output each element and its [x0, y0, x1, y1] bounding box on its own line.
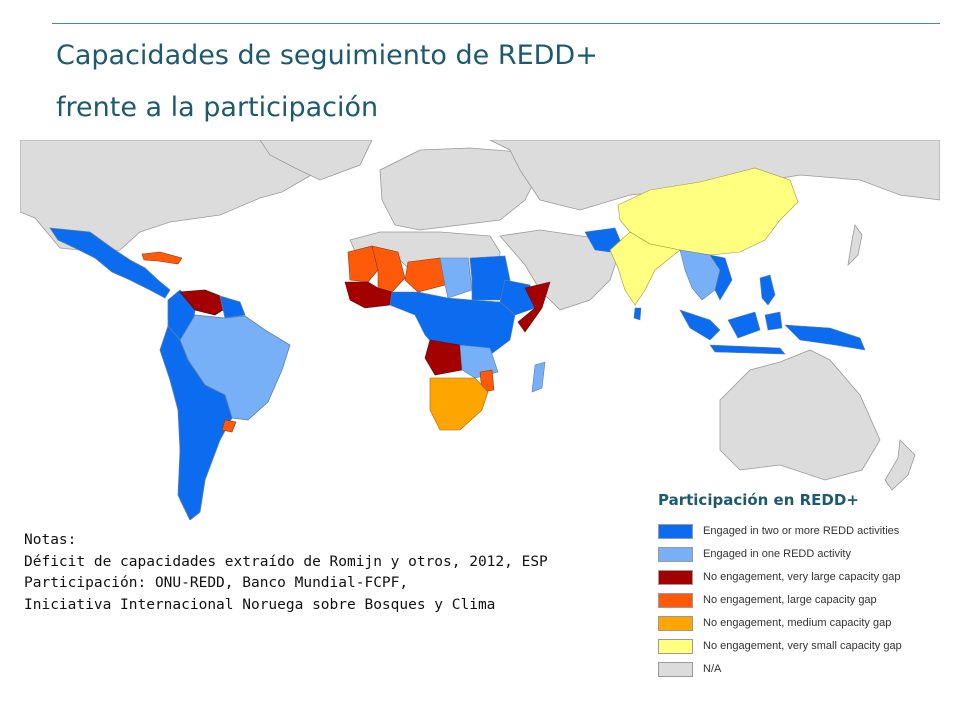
legend-label: No engagement, large capacity gap — [703, 594, 877, 606]
australia-land — [719, 349, 881, 481]
andes-countries — [159, 325, 233, 520]
title-line-1: Capacidades de seguimiento de REDD+ — [56, 40, 598, 71]
legend-swatch — [658, 639, 693, 654]
europe-land — [379, 147, 541, 231]
niger — [404, 257, 446, 293]
legend-swatch — [658, 616, 693, 631]
legend-label: No engagement, very large capacity gap — [703, 571, 901, 583]
legend-swatch — [658, 593, 693, 608]
world-map — [20, 140, 940, 520]
legend-label: No engagement, medium capacity gap — [703, 617, 892, 629]
vietnam-laos — [709, 254, 733, 301]
cuba — [141, 251, 183, 265]
sudan — [469, 255, 511, 301]
uruguay — [221, 419, 237, 433]
slide-title: Capacidades de seguimiento de REDD+ fren… — [56, 30, 598, 134]
central-africa — [389, 291, 516, 359]
notes-line: Déficit de capacidades extraído de Romij… — [24, 553, 548, 570]
angola — [424, 339, 463, 376]
india — [609, 231, 681, 306]
notes-block: Notas: Déficit de capacidades extraído d… — [24, 530, 624, 616]
legend-label: Engaged in one REDD activity — [703, 548, 851, 560]
legend-swatch — [658, 547, 693, 562]
philippines — [759, 274, 776, 306]
legend-label: Engaged in two or more REDD activities — [703, 525, 900, 537]
japan-land — [847, 224, 863, 267]
legend-swatch — [658, 570, 693, 585]
middle-east-land — [499, 229, 621, 311]
mexico-central-america — [49, 227, 171, 299]
guianas — [219, 295, 246, 319]
world-map-svg — [20, 140, 940, 520]
greenland-land — [259, 140, 373, 181]
notes-heading: Notas: — [24, 532, 77, 548]
indonesia-png — [679, 309, 866, 355]
title-rule — [52, 23, 940, 24]
legend-swatch — [658, 662, 693, 677]
legend-label: N/A — [703, 663, 722, 675]
legend-swatch — [658, 524, 693, 539]
madagascar — [531, 361, 546, 393]
mauritania — [347, 245, 379, 283]
legend-title: Participación en REDD+ — [658, 491, 859, 509]
sri-lanka — [633, 307, 642, 321]
title-line-2: frente a la participación — [56, 92, 379, 123]
southern-africa — [429, 377, 489, 431]
chad-sudan — [439, 257, 473, 299]
somalia — [517, 281, 551, 333]
new-zealand-land — [884, 439, 916, 491]
map-legend: Engaged in two or more REDD activities E… — [646, 516, 940, 680]
notes-line: Participación: ONU-REDD, Banco Mundial-F… — [24, 575, 409, 591]
notes-line: Iniciativa Internacional Noruega sobre B… — [24, 596, 496, 613]
legend-label: No engagement, very small capacity gap — [703, 640, 902, 652]
